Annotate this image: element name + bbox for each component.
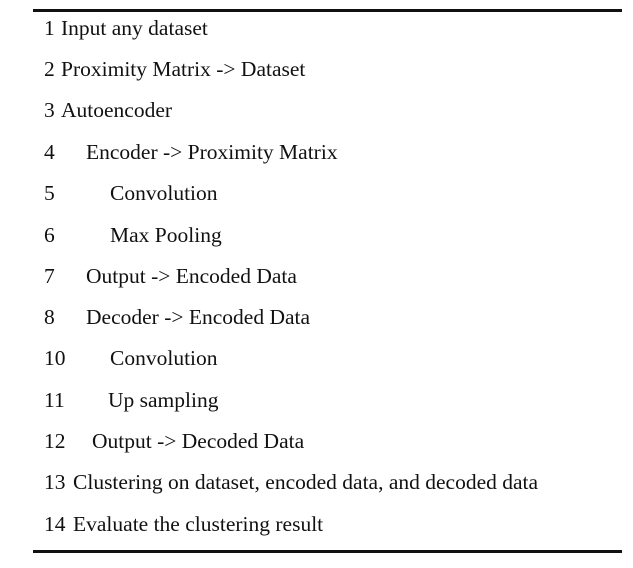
line-text: Proximity Matrix -> Dataset	[61, 57, 306, 81]
line-text: Output -> Decoded Data	[92, 429, 305, 453]
line-text: Autoencoder	[61, 98, 173, 122]
line-text: Max Pooling	[110, 223, 222, 247]
line-number: 6	[44, 223, 55, 247]
line-text: Decoder -> Encoded Data	[86, 305, 311, 329]
line-number: 4	[44, 140, 55, 164]
line-text: Up sampling	[108, 388, 219, 412]
line-number: 7	[44, 264, 55, 288]
line-text: Clustering on dataset, encoded data, and…	[73, 470, 539, 494]
line-text: Encoder -> Proximity Matrix	[86, 140, 338, 164]
line-number: 1	[44, 16, 55, 40]
line-number: 10	[44, 346, 66, 370]
line-text: Convolution	[110, 181, 218, 205]
bottom-rule	[33, 550, 622, 553]
line-number: 8	[44, 305, 55, 329]
line-number: 5	[44, 181, 55, 205]
line-number: 2	[44, 57, 55, 81]
line-text: Convolution	[110, 346, 218, 370]
line-number: 11	[44, 388, 65, 412]
top-rule	[33, 9, 622, 12]
line-number: 14	[44, 512, 66, 536]
line-number: 3	[44, 98, 55, 122]
line-number: 12	[44, 429, 66, 453]
line-text: Input any dataset	[61, 16, 208, 40]
line-text: Output -> Encoded Data	[86, 264, 297, 288]
algorithm-box: 1 Input any dataset 2 Proximity Matrix -…	[33, 9, 622, 553]
line-number: 13	[44, 470, 66, 494]
line-text: Evaluate the clustering result	[73, 512, 324, 536]
